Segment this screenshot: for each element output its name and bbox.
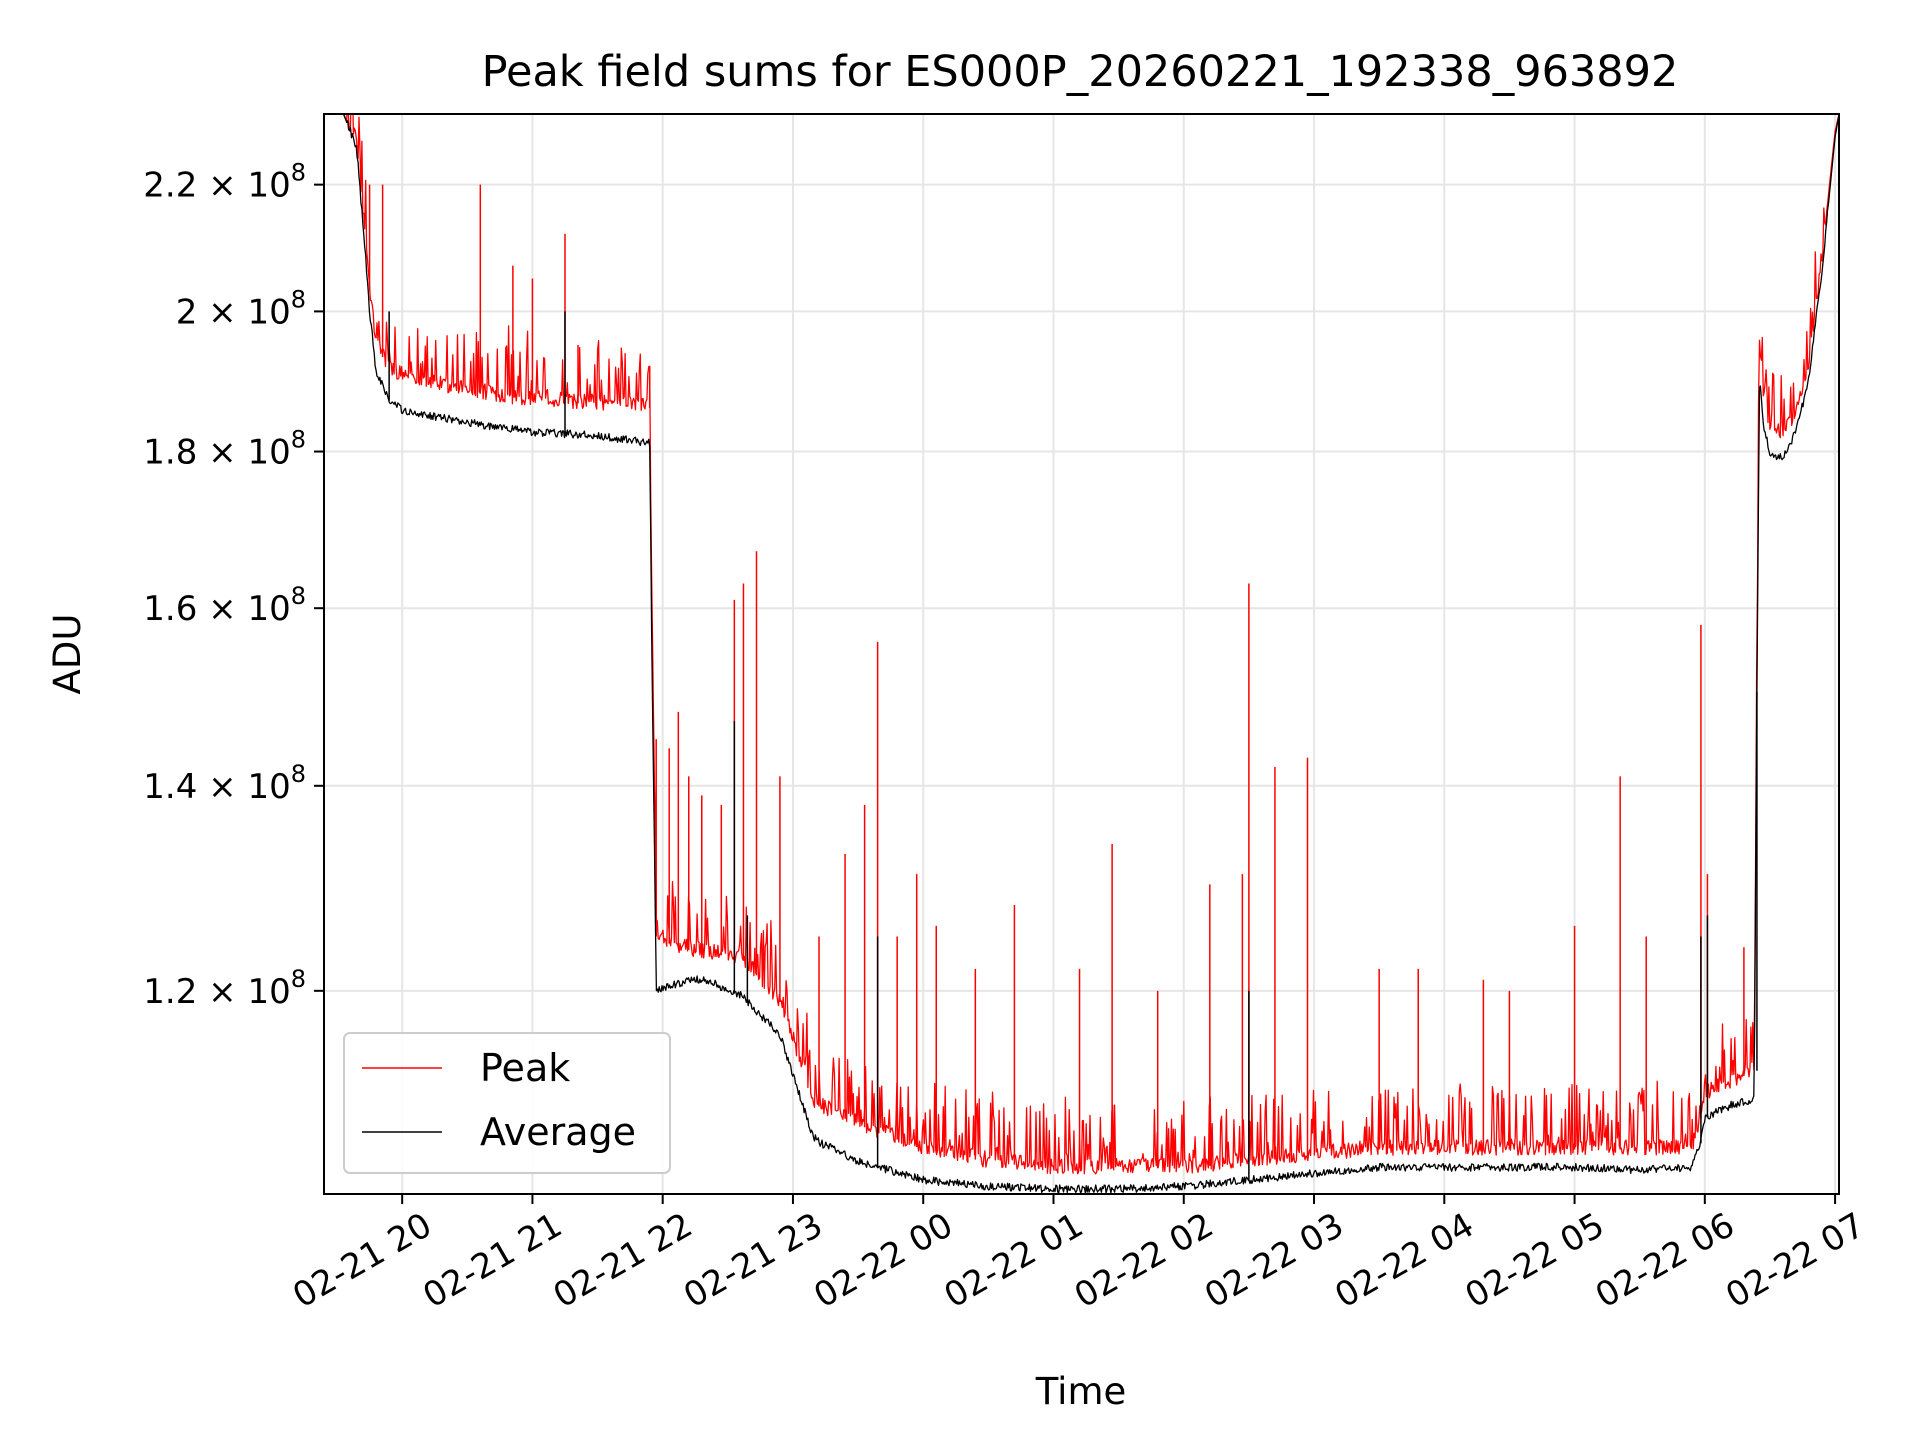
x-tick-label: 02-22 04 bbox=[1328, 1205, 1480, 1316]
x-tick-label: 02-21 22 bbox=[547, 1205, 699, 1316]
x-tick-label: 02-21 20 bbox=[286, 1205, 438, 1316]
y-tick-label: 1.2 × 108 bbox=[143, 965, 306, 1012]
x-tick-label: 02-22 05 bbox=[1459, 1205, 1611, 1316]
grid bbox=[324, 114, 1839, 1194]
legend: Peak Average bbox=[343, 1032, 671, 1174]
y-tick-label: 1.6 × 108 bbox=[143, 582, 306, 629]
series-layer bbox=[324, 114, 1839, 1194]
series-line-peak bbox=[324, 114, 1839, 1175]
series-line-average bbox=[324, 114, 1839, 1194]
y-tick-mantissa: 1.6 × 10 bbox=[143, 589, 290, 629]
y-tick-label: 2 × 108 bbox=[176, 285, 306, 332]
y-tick-mantissa: 1.2 × 10 bbox=[143, 972, 290, 1012]
plot-frame bbox=[323, 113, 1840, 1195]
y-tick-exponent: 8 bbox=[291, 159, 306, 187]
y-tick-exponent: 8 bbox=[291, 285, 306, 313]
legend-average-label: Average bbox=[480, 1110, 636, 1154]
y-tick-exponent: 8 bbox=[291, 760, 306, 788]
x-axis-label: Time bbox=[1035, 1370, 1127, 1413]
x-tick-label: 02-22 03 bbox=[1198, 1205, 1350, 1316]
y-tick-mantissa: 2.2 × 10 bbox=[143, 166, 290, 206]
x-tick-label: 02-21 21 bbox=[417, 1205, 569, 1316]
y-axis-label: ADU bbox=[46, 614, 89, 695]
y-tick-mantissa: 1.8 × 10 bbox=[143, 433, 290, 473]
x-tick-label: 02-22 07 bbox=[1719, 1205, 1871, 1316]
y-tick-label: 2.2 × 108 bbox=[143, 159, 306, 206]
x-tick-label: 02-22 02 bbox=[1068, 1205, 1220, 1316]
x-tick-label: 02-22 01 bbox=[938, 1205, 1090, 1316]
chart-title: Peak field sums for ES000P_20260221_1923… bbox=[482, 47, 1679, 97]
legend-peak-label: Peak bbox=[480, 1046, 570, 1090]
y-tick-exponent: 8 bbox=[291, 965, 306, 993]
y-tick-exponent: 8 bbox=[291, 426, 306, 454]
x-tick-label: 02-21 23 bbox=[677, 1205, 829, 1316]
y-tick-label: 1.8 × 108 bbox=[143, 426, 306, 473]
y-tick-mantissa: 2 × 10 bbox=[176, 292, 291, 332]
x-tick-label: 02-22 00 bbox=[807, 1205, 959, 1316]
x-tick-label: 02-22 06 bbox=[1589, 1205, 1741, 1316]
y-tick-exponent: 8 bbox=[291, 582, 306, 610]
y-tick-label: 1.4 × 108 bbox=[143, 760, 306, 807]
y-tick-mantissa: 1.4 × 10 bbox=[143, 767, 290, 807]
